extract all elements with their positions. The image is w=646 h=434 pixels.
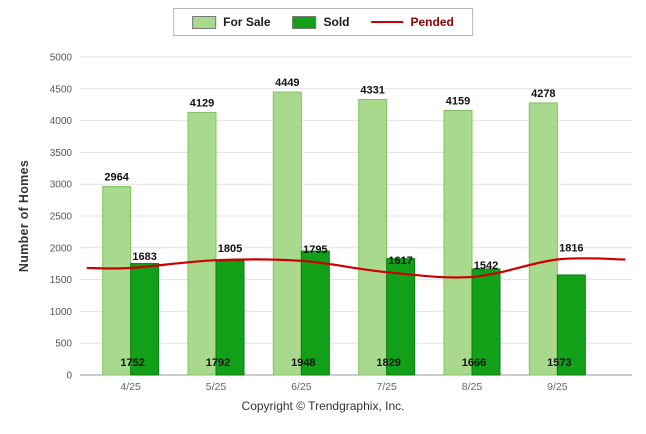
bar-for-sale: [358, 99, 388, 376]
for-sale-swatch-icon: [192, 15, 217, 29]
for-sale-value-label: 2964: [104, 171, 129, 183]
sold-swatch-icon: [292, 15, 317, 29]
x-tick-label: 5/25: [206, 381, 227, 393]
y-tick-label: 500: [55, 339, 72, 350]
legend-item-sold: Sold: [292, 15, 350, 29]
sold-value-label: 1573: [547, 357, 571, 369]
x-tick-label: 4/25: [120, 381, 141, 393]
pended-value-label: 1805: [218, 243, 242, 255]
pended-value-label: 1683: [132, 251, 156, 263]
pended-line: [86, 257, 626, 279]
x-tick-label: 7/25: [376, 381, 397, 393]
sold-value-label: 1829: [376, 357, 400, 369]
y-tick-label: 2500: [50, 212, 73, 223]
y-tick-label: 1500: [50, 275, 73, 286]
y-tick-label: 0: [66, 371, 72, 382]
bar-for-sale: [443, 109, 473, 376]
y-axis-title: Number of Homes: [17, 159, 31, 273]
y-tick-label: 5000: [50, 53, 73, 64]
x-tick-label: 8/25: [462, 381, 483, 393]
for-sale-value-label: 4129: [190, 97, 214, 109]
legend-item-pended: Pended: [371, 15, 454, 29]
pended-value-label: 1816: [559, 243, 583, 255]
sold-value-label: 1666: [462, 357, 486, 369]
y-tick-label: 4500: [50, 84, 73, 95]
x-tick-label: 9/25: [547, 381, 568, 393]
bar-for-sale: [528, 102, 558, 376]
legend-label-sold: Sold: [323, 15, 350, 29]
sold-value-label: 1752: [120, 357, 144, 369]
pended-value-label: 1542: [474, 260, 498, 272]
chart-legend: For Sale Sold Pended: [173, 8, 473, 36]
y-tick-label: 4000: [50, 116, 73, 127]
legend-label-for-sale: For Sale: [223, 15, 271, 29]
legend-item-for-sale: For Sale: [192, 15, 271, 29]
pended-value-label: 1795: [303, 244, 327, 256]
bar-for-sale: [272, 91, 302, 376]
bar-sold: [386, 258, 416, 376]
copyright-text: Copyright © Trendgraphix, Inc.: [241, 399, 405, 413]
for-sale-value-label: 4449: [275, 77, 299, 89]
bar-for-sale: [102, 185, 132, 376]
bar-sold: [300, 250, 330, 376]
y-tick-label: 3500: [50, 148, 73, 159]
bar-for-sale: [187, 111, 217, 376]
y-tick-label: 3000: [50, 180, 73, 191]
pended-line-swatch-icon: [371, 21, 404, 23]
x-tick-label: 6/25: [291, 381, 312, 393]
sold-value-label: 1792: [206, 357, 230, 369]
bar-sold: [471, 268, 501, 376]
legend-label-pended: Pended: [410, 15, 454, 29]
pended-value-label: 1617: [388, 255, 412, 267]
y-tick-label: 1000: [50, 307, 73, 318]
for-sale-value-label: 4159: [446, 95, 470, 107]
for-sale-value-label: 4331: [360, 85, 384, 97]
sold-value-label: 1948: [291, 357, 315, 369]
bar-sold: [215, 260, 245, 376]
for-sale-value-label: 4278: [531, 88, 555, 100]
bar-sold: [130, 263, 160, 376]
y-tick-label: 2000: [50, 243, 73, 254]
bar-sold: [556, 274, 586, 376]
